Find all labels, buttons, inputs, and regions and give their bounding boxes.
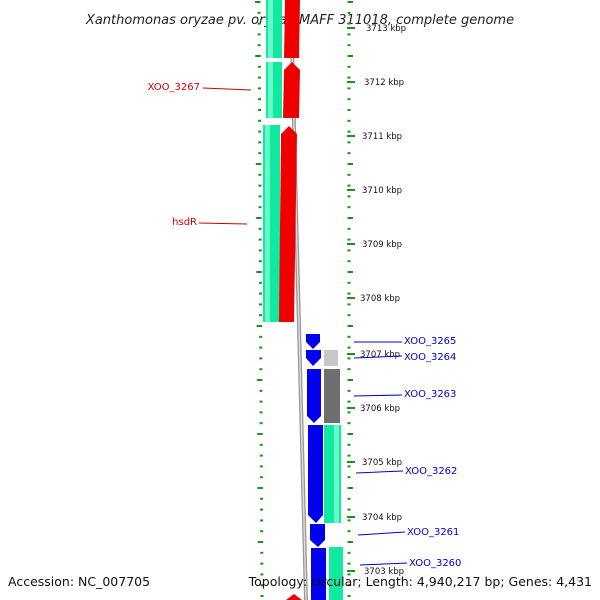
gene-label: XOO_3260 bbox=[409, 558, 461, 569]
gene-arrow bbox=[283, 62, 300, 118]
tick-label: 3710 kbp bbox=[362, 186, 402, 196]
cds-highlight bbox=[265, 125, 270, 322]
cds-block bbox=[329, 547, 343, 600]
tick-label: 3706 kbp bbox=[360, 404, 400, 414]
gene-leader-line bbox=[353, 355, 403, 359]
forward-features bbox=[263, 0, 302, 600]
gene-leader-line bbox=[353, 394, 403, 397]
tick-label: 3712 kbp bbox=[364, 78, 404, 88]
gene-arrow bbox=[284, 0, 300, 58]
feature-block-gray bbox=[324, 369, 340, 423]
tick-label: 3705 kbp bbox=[362, 458, 402, 468]
gene-arrow bbox=[310, 524, 325, 547]
gene-arrow bbox=[306, 334, 320, 349]
cds-highlight bbox=[268, 62, 273, 118]
tick-label: 3707 kbp bbox=[360, 350, 400, 360]
tick-label: 3704 kbp bbox=[362, 513, 402, 523]
gene-arrow bbox=[308, 425, 323, 523]
gene-leader-line bbox=[357, 531, 406, 536]
tick-label: 3711 kbp bbox=[362, 132, 402, 142]
tick-label: 3713 kbp bbox=[366, 24, 406, 34]
feature-block-light-gray bbox=[324, 350, 338, 366]
tick-labels: 3713 kbp 3712 kbp 3711 kbp 3710 kbp 3709 kbp… bbox=[347, 24, 406, 577]
gene-arrow bbox=[306, 350, 321, 366]
gene-leader-line bbox=[359, 562, 408, 566]
tick-label: 3703 kbp bbox=[364, 567, 404, 577]
gene-arrow bbox=[279, 126, 297, 322]
gene-label: hsdR bbox=[172, 217, 197, 228]
genome-summary-text: Topology: circular; Length: 4,940,217 bp… bbox=[248, 574, 592, 589]
tick-label: 3709 kbp bbox=[362, 240, 402, 250]
gene-leader-line bbox=[202, 87, 252, 91]
gene-label: XOO_3264 bbox=[404, 352, 456, 363]
gene-arrow-tip bbox=[286, 594, 302, 600]
gene-block bbox=[311, 548, 326, 600]
gene-label: XOO_3262 bbox=[405, 466, 457, 477]
gene-leader-line bbox=[198, 222, 248, 225]
tick-dashes-left bbox=[255, 1, 264, 597]
gene-label: XOO_3263 bbox=[404, 389, 456, 400]
cds-highlight bbox=[334, 425, 339, 523]
cds-highlight bbox=[268, 0, 273, 58]
accession-text: Accession: NC_007705 bbox=[8, 574, 150, 589]
gene-label: XOO_3261 bbox=[407, 527, 459, 538]
tick-dashes-right bbox=[347, 1, 353, 597]
tick-label: 3708 kbp bbox=[360, 294, 400, 304]
gene-leader-line bbox=[355, 470, 404, 474]
gene-label: XOO_3265 bbox=[404, 336, 456, 347]
gene-labels: XOO_3267 hsdR XOO_3265 XOO_3264 XOO_3263 XOO_… bbox=[148, 82, 462, 569]
reverse-features bbox=[306, 334, 343, 600]
gene-label: XOO_3267 bbox=[148, 82, 200, 93]
gene-arrow bbox=[307, 369, 321, 423]
